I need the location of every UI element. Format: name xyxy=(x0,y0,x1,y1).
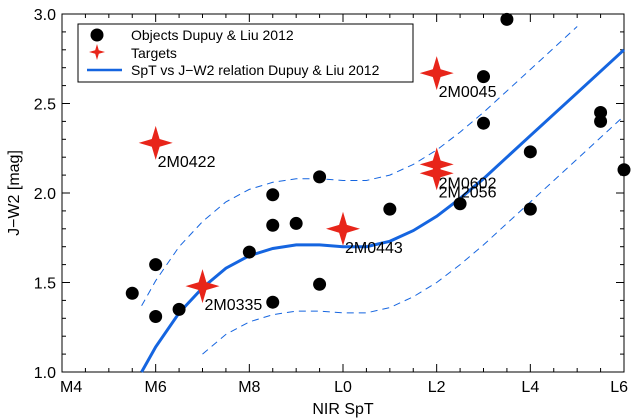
target-star xyxy=(185,269,220,304)
y-axis-label: J−W2 [mag] xyxy=(6,150,23,236)
x-tick-label: M6 xyxy=(145,379,167,396)
object-point xyxy=(266,295,280,309)
object-point xyxy=(242,245,256,259)
x-tick-label: M8 xyxy=(238,379,260,396)
legend-marker-objects xyxy=(90,28,104,42)
relation-upper-bound xyxy=(141,26,578,307)
target-label: 2M0335 xyxy=(205,297,263,314)
y-tick-label: 3.0 xyxy=(34,7,56,24)
object-point xyxy=(523,145,537,159)
object-point xyxy=(500,12,514,26)
object-point xyxy=(313,170,327,184)
x-axis-label: NIR SpT xyxy=(312,401,374,418)
object-point xyxy=(266,218,280,232)
object-point xyxy=(383,202,397,216)
target-label: 2M0045 xyxy=(439,84,497,101)
target-label: 2M0443 xyxy=(345,240,403,257)
target-star xyxy=(138,125,173,160)
x-tick-label: M4 xyxy=(60,379,82,396)
object-point xyxy=(477,70,490,84)
target-label: 2M0422 xyxy=(158,154,216,171)
relation-scatter-band xyxy=(141,26,625,355)
object-point xyxy=(594,105,608,119)
target-star xyxy=(326,211,360,246)
relation-lower-bound xyxy=(202,115,625,355)
object-point xyxy=(125,286,139,300)
legend-box xyxy=(77,23,414,83)
y-tick-label: 1.5 xyxy=(34,276,56,293)
object-point xyxy=(594,114,608,128)
object-point xyxy=(477,116,490,130)
target-star xyxy=(419,56,454,91)
object-point xyxy=(266,188,280,202)
x-tick-label: L6 xyxy=(610,379,628,396)
x-tick-label: L2 xyxy=(428,379,446,396)
legend-label-objects: Objects Dupuy & Liu 2012 xyxy=(131,27,294,43)
object-point xyxy=(523,202,537,216)
x-tick-label: L4 xyxy=(521,379,539,396)
y-tick-label: 2.0 xyxy=(34,186,56,203)
y-tick-label: 1.0 xyxy=(34,365,56,382)
legend-marker-targets xyxy=(89,44,105,60)
objects-series xyxy=(125,12,631,324)
object-point xyxy=(149,258,163,272)
target-star xyxy=(419,156,454,191)
legend: Objects Dupuy & Liu 2012 Targets SpT vs … xyxy=(77,23,414,83)
axis-ticks: M4 M6 M8 L0 L2 L4 L6 1.0 1.5 2.0 2.5 3.0 xyxy=(34,7,628,396)
target-label: 2M2056 xyxy=(439,184,497,201)
object-point xyxy=(453,197,467,211)
y-tick-label: 2.5 xyxy=(34,97,56,114)
legend-label-relation: SpT vs J−W2 relation Dupuy & Liu 2012 xyxy=(131,62,380,78)
object-point xyxy=(289,216,303,230)
object-point xyxy=(313,277,327,291)
target-label: 2M0602 xyxy=(439,175,497,192)
relation-curve xyxy=(140,48,626,373)
object-point xyxy=(617,163,631,177)
object-point xyxy=(149,310,163,324)
object-point xyxy=(172,302,186,316)
x-tick-label: L0 xyxy=(334,379,352,396)
legend-label-targets: Targets xyxy=(131,45,177,61)
